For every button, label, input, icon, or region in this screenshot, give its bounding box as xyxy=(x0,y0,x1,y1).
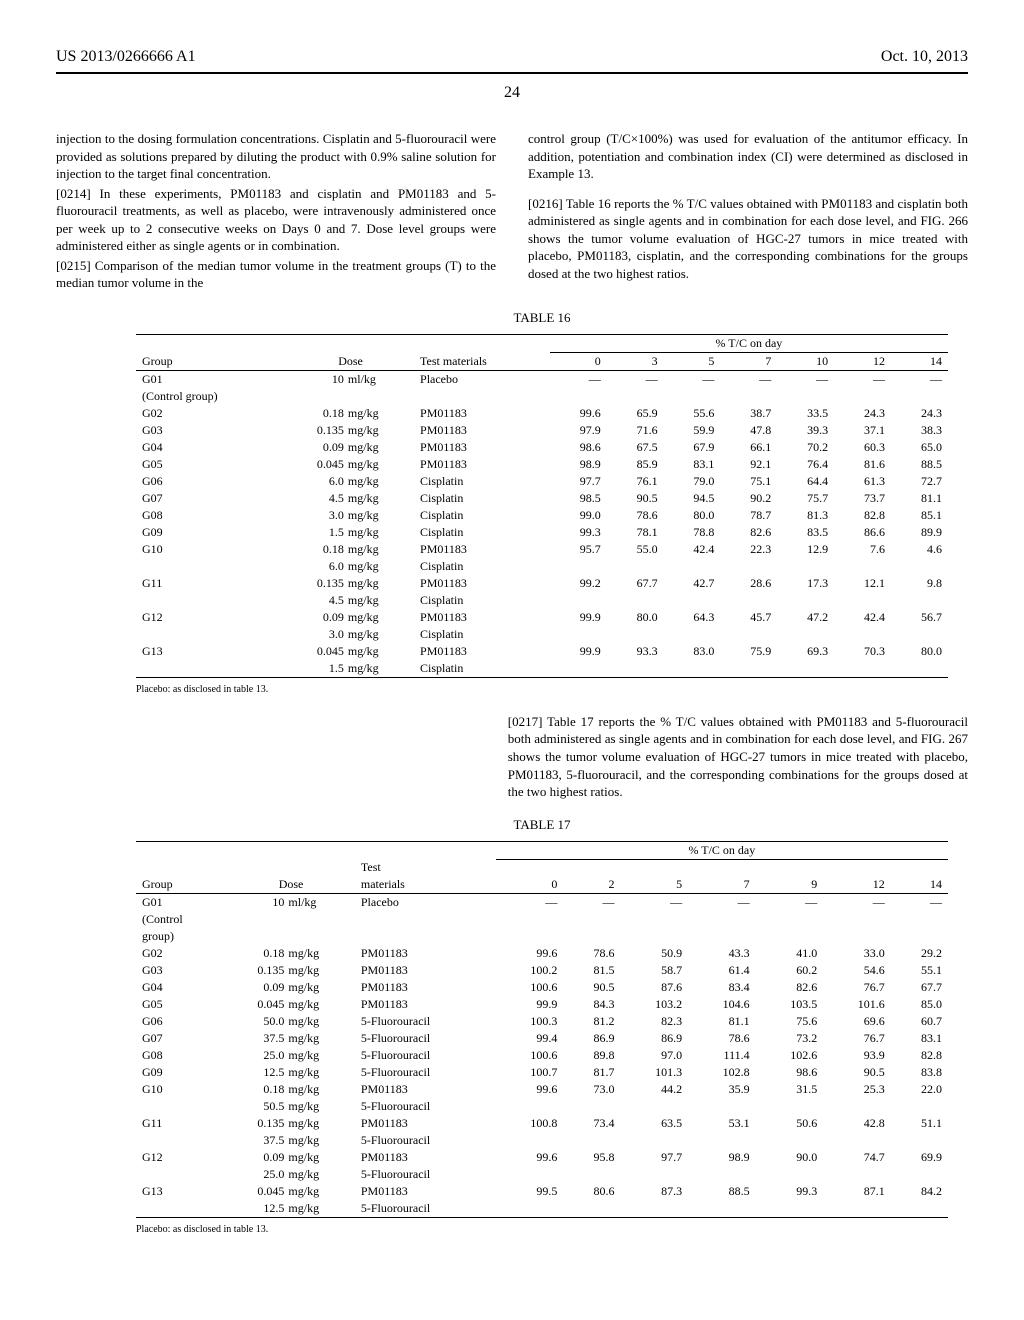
col-d7: 7 xyxy=(688,876,756,894)
table-row: 4.5mg/kgCisplatin xyxy=(136,592,948,609)
col-group: Group xyxy=(136,876,227,894)
table-row: G083.0mg/kgCisplatin99.078.680.078.781.3… xyxy=(136,507,948,524)
col-d9: 9 xyxy=(756,876,824,894)
para-0217: [0217] Table 17 reports the % T/C values… xyxy=(494,713,968,801)
table-row: G130.045mg/kgPM0118399.580.687.388.599.3… xyxy=(136,1183,948,1200)
column-left: injection to the dosing formulation conc… xyxy=(56,130,496,294)
table-row: G030.135mg/kgPM01183100.281.558.761.460.… xyxy=(136,962,948,979)
col-d14: 14 xyxy=(891,876,948,894)
table-16-footnote: Placebo: as disclosed in table 13. xyxy=(136,684,948,695)
para-text: Comparison of the median tumor volume in… xyxy=(56,258,496,291)
col-group: Group xyxy=(136,352,287,370)
table-row: G030.135mg/kgPM0118397.971.659.947.839.3… xyxy=(136,422,948,439)
col-test: Test xyxy=(355,859,496,876)
table-row: (Control xyxy=(136,911,948,928)
col-d12: 12 xyxy=(834,352,891,370)
patent-page: US 2013/0266666 A1 Oct. 10, 2013 24 inje… xyxy=(0,0,1024,1320)
para-0215: [0215] Comparison of the median tumor vo… xyxy=(56,257,496,292)
table-row: G110.135mg/kgPM01183100.873.463.553.150.… xyxy=(136,1115,948,1132)
para-text: Table 16 reports the % T/C values obtain… xyxy=(528,196,968,281)
table-row: G100.18mg/kgPM0118399.673.044.235.931.52… xyxy=(136,1081,948,1098)
col-d12: 12 xyxy=(823,876,891,894)
table-row: G130.045mg/kgPM0118399.993.383.075.969.3… xyxy=(136,643,948,660)
col-d10: 10 xyxy=(777,352,834,370)
col-materials: Test materials xyxy=(414,352,550,370)
col-d0: 0 xyxy=(496,876,564,894)
table-row: G0737.5mg/kg5-Fluorouracil99.486.986.978… xyxy=(136,1030,948,1047)
patent-id: US 2013/0266666 A1 xyxy=(56,48,196,66)
table-row: G0110ml/kgPlacebo——————— xyxy=(136,370,948,388)
table-17-header-row-2: Group Dose materials 0 2 5 7 9 12 14 xyxy=(136,876,948,894)
table-16-superheader: % T/C on day xyxy=(550,334,948,352)
table-row: G020.18mg/kgPM0118399.678.650.943.341.03… xyxy=(136,945,948,962)
para-cont: injection to the dosing formulation conc… xyxy=(56,130,496,183)
table-16-wrap: TABLE 16 % T/C on day Group Dose Test ma… xyxy=(136,310,948,695)
column-right: control group (T/C×100%) was used for ev… xyxy=(528,130,968,294)
table-row: 37.5mg/kg5-Fluorouracil xyxy=(136,1132,948,1149)
table-row: G120.09mg/kgPM0118399.980.064.345.747.24… xyxy=(136,609,948,626)
page-header: US 2013/0266666 A1 Oct. 10, 2013 xyxy=(56,48,968,74)
table-row: G0912.5mg/kg5-Fluorouracil100.781.7101.3… xyxy=(136,1064,948,1081)
col-d5: 5 xyxy=(664,352,721,370)
col-d3: 3 xyxy=(607,352,664,370)
table-17: % T/C on day Test Group Dose materials 0… xyxy=(136,841,948,1221)
col-d2: 2 xyxy=(563,876,620,894)
para-ref: [0214] xyxy=(56,186,91,201)
body-columns: injection to the dosing formulation conc… xyxy=(56,130,968,294)
table-17-footnote: Placebo: as disclosed in table 13. xyxy=(136,1224,948,1235)
para-text: Table 17 reports the % T/C values obtain… xyxy=(508,714,968,799)
col-d5: 5 xyxy=(621,876,689,894)
col-d14: 14 xyxy=(891,352,948,370)
table-row: (Control group) xyxy=(136,388,948,405)
para-cont-right: control group (T/C×100%) was used for ev… xyxy=(528,130,968,183)
table-row: 1.5mg/kgCisplatin xyxy=(136,660,948,678)
table-row: G110.135mg/kgPM0118399.267.742.728.617.3… xyxy=(136,575,948,592)
table-row: G040.09mg/kgPM0118398.667.567.966.170.26… xyxy=(136,439,948,456)
table-row: 50.5mg/kg5-Fluorouracil xyxy=(136,1098,948,1115)
table-row: G040.09mg/kgPM01183100.690.587.683.482.6… xyxy=(136,979,948,996)
table-row: G0110ml/kgPlacebo——————— xyxy=(136,894,948,912)
table-row: G050.045mg/kgPM0118399.984.3103.2104.610… xyxy=(136,996,948,1013)
table-17-wrap: TABLE 17 % T/C on day Test Group Dose ma… xyxy=(136,817,948,1236)
para-ref: [0217] xyxy=(508,714,543,729)
table-row: G074.5mg/kgCisplatin98.590.594.590.275.7… xyxy=(136,490,948,507)
col-d0: 0 xyxy=(550,352,607,370)
para-text: In these experiments, PM01183 and cispla… xyxy=(56,186,496,254)
table-row: G0650.0mg/kg5-Fluorouracil100.381.282.38… xyxy=(136,1013,948,1030)
table-row: 12.5mg/kg5-Fluorouracil xyxy=(136,1200,948,1218)
table-row: 6.0mg/kgCisplatin xyxy=(136,558,948,575)
table-row: G091.5mg/kgCisplatin99.378.178.882.683.5… xyxy=(136,524,948,541)
col-d7: 7 xyxy=(720,352,777,370)
col-dose: Dose xyxy=(287,352,414,370)
table-17-superheader: % T/C on day xyxy=(496,841,948,859)
table-16-caption: TABLE 16 xyxy=(136,310,948,326)
table-row: G020.18mg/kgPM0118399.665.955.638.733.52… xyxy=(136,405,948,422)
col-dose: Dose xyxy=(227,876,355,894)
table-row: 25.0mg/kg5-Fluorouracil xyxy=(136,1166,948,1183)
table-row: G050.045mg/kgPM0118398.985.983.192.176.4… xyxy=(136,456,948,473)
table-row: G100.18mg/kgPM0118395.755.042.422.312.97… xyxy=(136,541,948,558)
table-row: G066.0mg/kgCisplatin97.776.179.075.164.4… xyxy=(136,473,948,490)
page-number: 24 xyxy=(56,84,968,102)
table-16-header-row: Group Dose Test materials 0 3 5 7 10 12 … xyxy=(136,352,948,370)
table-17-header-row-1: Test xyxy=(136,859,948,876)
table-16: % T/C on day Group Dose Test materials 0… xyxy=(136,334,948,680)
table-17-caption: TABLE 17 xyxy=(136,817,948,833)
para-ref: [0215] xyxy=(56,258,91,273)
para-0216: [0216] Table 16 reports the % T/C values… xyxy=(528,195,968,283)
table-row: 3.0mg/kgCisplatin xyxy=(136,626,948,643)
publication-date: Oct. 10, 2013 xyxy=(881,48,968,66)
para-0214: [0214] In these experiments, PM01183 and… xyxy=(56,185,496,255)
table-row: G0825.0mg/kg5-Fluorouracil100.689.897.01… xyxy=(136,1047,948,1064)
para-ref: [0216] xyxy=(528,196,563,211)
table-row: G120.09mg/kgPM0118399.695.897.798.990.07… xyxy=(136,1149,948,1166)
table-row: group) xyxy=(136,928,948,945)
col-materials: materials xyxy=(355,876,496,894)
